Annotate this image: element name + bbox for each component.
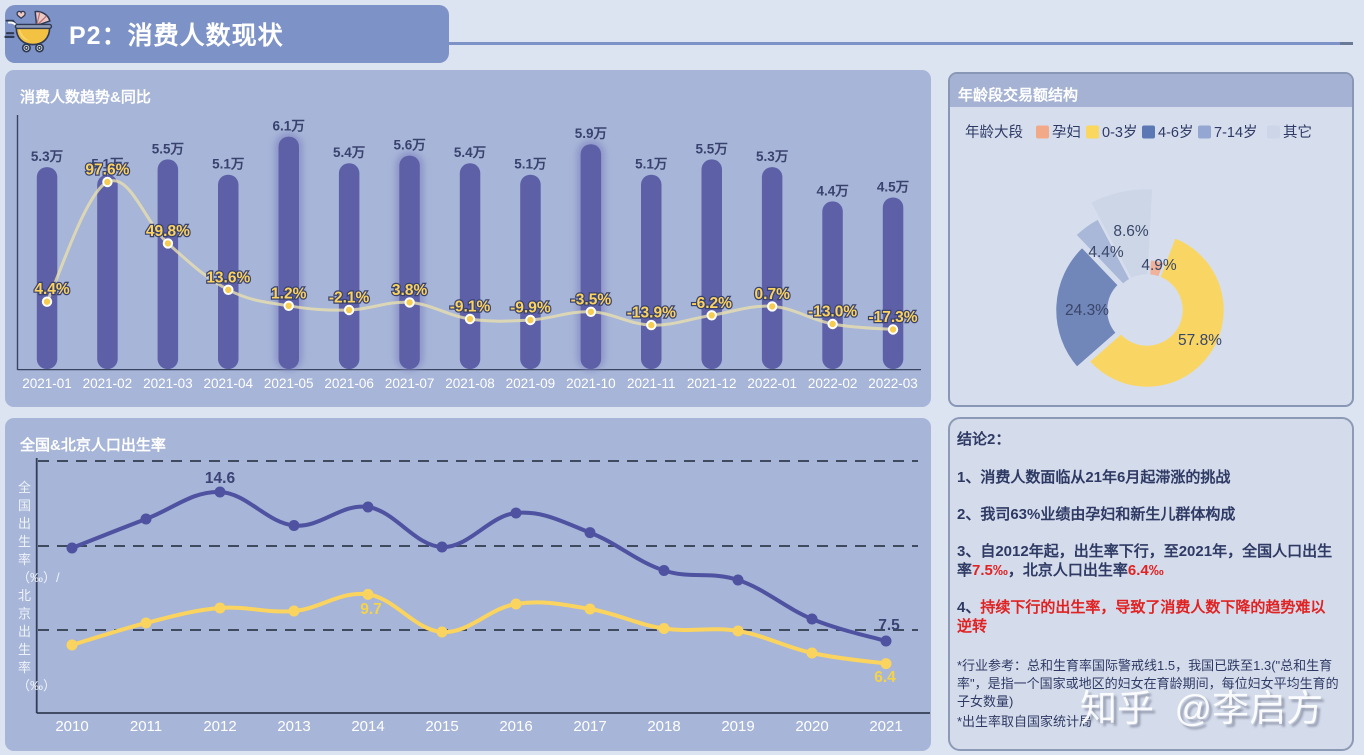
svg-text:-13.9%: -13.9% xyxy=(627,305,676,322)
svg-text:-9.1%: -9.1% xyxy=(450,299,491,316)
svg-text:2021-05: 2021-05 xyxy=(264,376,314,391)
svg-text:4.9%: 4.9% xyxy=(1141,257,1177,274)
svg-text:2021-11: 2021-11 xyxy=(627,376,676,391)
svg-text:5.1万: 5.1万 xyxy=(91,157,123,172)
svg-text:2020: 2020 xyxy=(795,718,828,735)
svg-text:5.5万: 5.5万 xyxy=(696,141,728,156)
svg-text:2021-01: 2021-01 xyxy=(22,376,72,391)
svg-text:97.6%: 97.6% xyxy=(85,162,129,179)
svg-text:2013: 2013 xyxy=(277,718,310,735)
svg-text:5.1万: 5.1万 xyxy=(514,157,546,172)
svg-text:5.9万: 5.9万 xyxy=(575,126,607,141)
svg-text:5.6万: 5.6万 xyxy=(393,138,425,153)
svg-text:7.5: 7.5 xyxy=(878,617,900,634)
svg-text:2016: 2016 xyxy=(499,718,532,735)
svg-text:孕妇: 孕妇 xyxy=(1052,124,1081,141)
svg-text:2021-06: 2021-06 xyxy=(324,376,374,391)
svg-text:2017: 2017 xyxy=(573,718,606,735)
svg-text:9.7: 9.7 xyxy=(360,601,382,618)
svg-text:2021-04: 2021-04 xyxy=(204,376,254,391)
svg-text:2021: 2021 xyxy=(869,718,902,735)
svg-text:57.8%: 57.8% xyxy=(1178,332,1222,349)
svg-text:5.4万: 5.4万 xyxy=(333,145,365,160)
svg-text:2021-12: 2021-12 xyxy=(687,376,737,391)
svg-text:-9.9%: -9.9% xyxy=(510,300,551,317)
svg-text:年龄大段: 年龄大段 xyxy=(965,124,1023,141)
svg-text:13.6%: 13.6% xyxy=(206,269,250,286)
svg-text:6.4: 6.4 xyxy=(874,669,896,686)
svg-text:8.6%: 8.6% xyxy=(1113,223,1149,240)
svg-text:2018: 2018 xyxy=(647,718,680,735)
svg-text:2021-10: 2021-10 xyxy=(566,376,616,391)
svg-text:4.5万: 4.5万 xyxy=(877,179,909,194)
svg-text:4.4%: 4.4% xyxy=(1088,244,1124,261)
svg-text:2019: 2019 xyxy=(721,718,754,735)
svg-text:4-6岁: 4-6岁 xyxy=(1158,124,1193,141)
svg-text:-17.3%: -17.3% xyxy=(868,309,917,326)
svg-text:2021-08: 2021-08 xyxy=(445,376,495,391)
svg-text:2022-01: 2022-01 xyxy=(747,376,797,391)
svg-text:2015: 2015 xyxy=(425,718,458,735)
svg-text:5.3万: 5.3万 xyxy=(31,149,63,164)
svg-text:-2.1%: -2.1% xyxy=(329,290,370,307)
svg-text:-6.2%: -6.2% xyxy=(691,295,732,312)
svg-text:2014: 2014 xyxy=(351,718,384,735)
svg-text:2022-03: 2022-03 xyxy=(868,376,918,391)
svg-text:其它: 其它 xyxy=(1283,123,1312,141)
svg-text:24.3%: 24.3% xyxy=(1065,302,1109,319)
svg-text:2012: 2012 xyxy=(203,718,236,735)
svg-text:5.4万: 5.4万 xyxy=(454,145,486,160)
svg-text:7-14岁: 7-14岁 xyxy=(1214,124,1258,141)
svg-text:2021-07: 2021-07 xyxy=(385,376,435,391)
svg-text:5.3万: 5.3万 xyxy=(756,149,788,164)
svg-text:1.2%: 1.2% xyxy=(271,285,307,302)
svg-text:2022-02: 2022-02 xyxy=(808,376,858,391)
svg-text:49.8%: 49.8% xyxy=(146,223,190,240)
svg-text:0.7%: 0.7% xyxy=(755,286,791,303)
svg-text:4.4万: 4.4万 xyxy=(816,183,848,198)
svg-text:2021-03: 2021-03 xyxy=(143,376,193,391)
svg-text:0-3岁: 0-3岁 xyxy=(1102,124,1137,141)
svg-text:5.1万: 5.1万 xyxy=(635,157,667,172)
svg-text:3.8%: 3.8% xyxy=(392,282,428,299)
svg-text:14.6: 14.6 xyxy=(205,470,236,487)
svg-text:2021-02: 2021-02 xyxy=(83,376,133,391)
svg-text:5.5万: 5.5万 xyxy=(152,141,184,156)
svg-text:-13.0%: -13.0% xyxy=(808,304,857,321)
svg-text:2010: 2010 xyxy=(55,718,88,735)
svg-text:6.1万: 6.1万 xyxy=(273,119,305,134)
svg-text:2021-09: 2021-09 xyxy=(506,376,556,391)
svg-text:-3.5%: -3.5% xyxy=(571,291,612,308)
svg-text:4.4%: 4.4% xyxy=(34,281,70,298)
svg-text:2011: 2011 xyxy=(130,718,162,735)
svg-text:5.1万: 5.1万 xyxy=(212,157,244,172)
